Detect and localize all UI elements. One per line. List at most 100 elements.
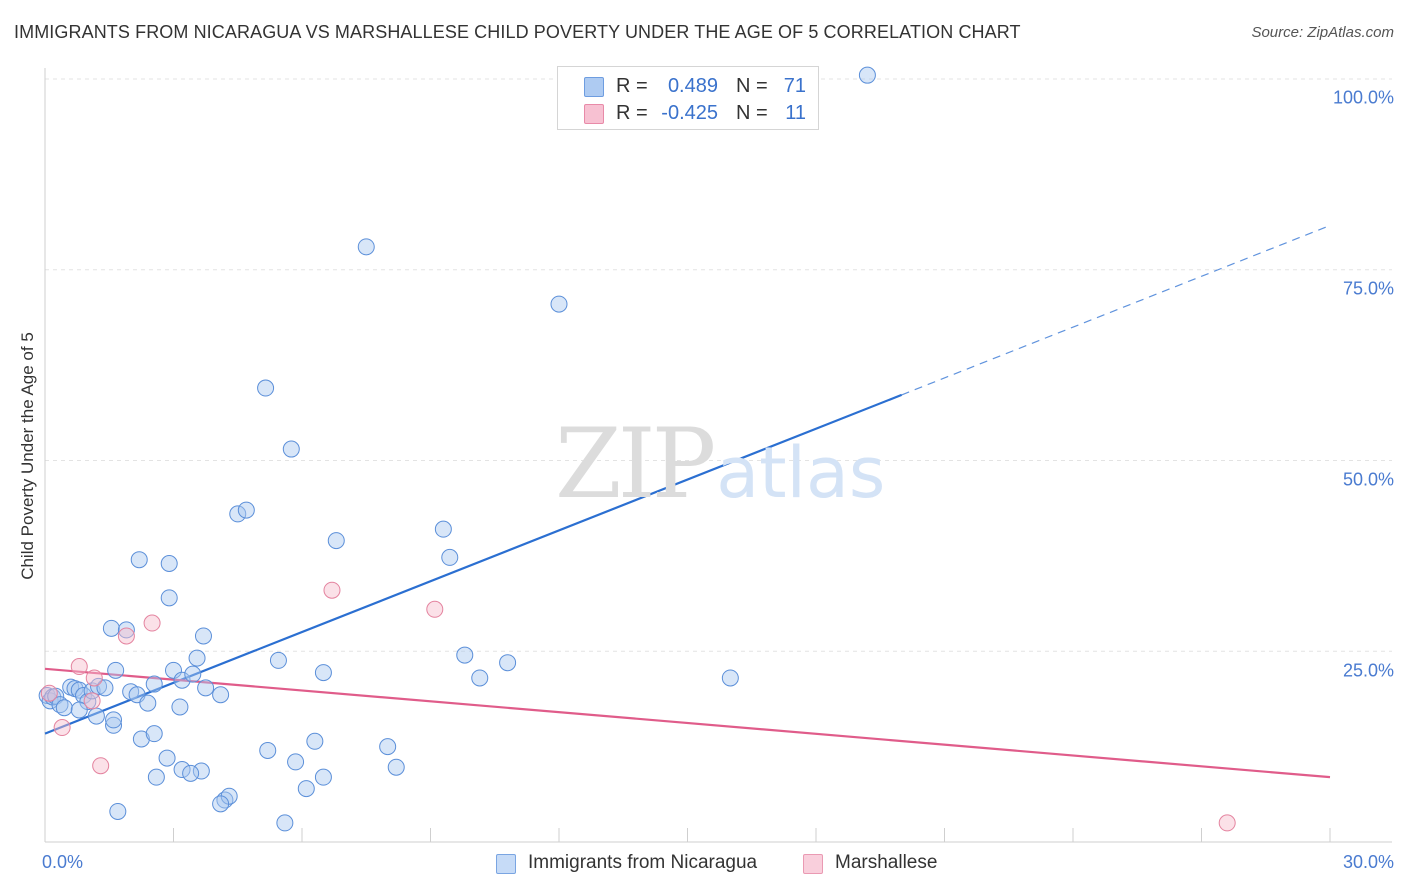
n-label: N = [736,102,768,124]
y-tick-label-75: 75.0% [1342,278,1394,299]
point-nicaragua [327,532,345,550]
point-marshallese [83,692,101,710]
point-nicaragua [147,768,165,786]
stats-row-marshallese: R = -0.425 N = 11 [558,102,818,128]
legend-label-nicaragua: Immigrants from Nicaragua [528,852,758,873]
trend-lines [44,224,1331,779]
chart-title: IMMIGRANTS FROM NICARAGUA VS MARSHALLESE… [14,22,1021,42]
point-nicaragua [471,669,489,687]
point-marshallese [323,581,341,599]
point-nicaragua [173,761,191,779]
point-nicaragua [109,802,127,820]
point-nicaragua [297,780,315,798]
point-marshallese [92,757,110,775]
point-nicaragua [387,758,405,776]
point-nicaragua [314,664,332,682]
point-nicaragua [130,551,148,569]
point-nicaragua [379,738,397,756]
point-nicaragua [70,701,88,719]
point-nicaragua [229,505,247,523]
point-nicaragua [105,716,123,734]
point-nicaragua [171,698,189,716]
point-nicaragua [237,501,255,519]
point-nicaragua [314,768,332,786]
point-nicaragua [434,520,452,538]
point-nicaragua [212,686,230,704]
y-tick-label-100: 100.0% [1332,87,1394,108]
point-nicaragua [145,725,163,743]
point-nicaragua [139,694,157,712]
point-nicaragua [212,795,230,813]
point-nicaragua [287,753,305,771]
point-marshallese [1218,814,1236,832]
correlation-stats-box: R = 0.489 N = 71 R = -0.425 N = 11 [557,66,819,130]
point-nicaragua [132,730,150,748]
point-nicaragua [117,621,135,639]
point-marshallese [85,669,103,687]
point-nicaragua [182,764,200,782]
trend-line-marshallese [44,667,1331,779]
point-nicaragua [160,589,178,607]
point-nicaragua [96,679,114,697]
point-nicaragua [357,238,375,256]
point-nicaragua [188,649,206,667]
point-marshallese [426,600,444,618]
point-nicaragua [282,440,300,458]
point-nicaragua [158,749,176,767]
point-marshallese [53,719,71,737]
point-nicaragua [721,669,739,687]
axes [44,68,1392,843]
y-tick-label-50: 50.0% [1342,469,1394,490]
trend-extension-nicaragua [901,224,1331,396]
grid-lines [45,78,1392,652]
point-nicaragua [259,741,277,759]
point-nicaragua [160,555,178,573]
point-nicaragua [456,646,474,664]
point-nicaragua [306,732,324,750]
point-nicaragua [145,675,163,693]
x-tick-label-max: 30.0% [1342,852,1394,872]
point-nicaragua [269,651,287,669]
r-label: R = [616,75,648,97]
y-axis-label: Child Poverty Under the Age of 5 [18,332,37,580]
n-label: N = [736,75,768,97]
stats-row-nicaragua: R = 0.489 N = 71 [558,75,818,101]
point-nicaragua [90,677,108,695]
point-nicaragua [102,619,120,637]
point-marshallese [70,658,88,676]
point-nicaragua [441,548,459,566]
n-value: 71 [783,75,806,97]
source-label: Source: ZipAtlas.com [1251,24,1394,41]
legend-label-marshallese: Marshallese [835,852,938,873]
r-label: R = [616,102,648,124]
point-nicaragua [858,66,876,84]
legend-swatch-nicaragua [496,854,516,874]
point-nicaragua [550,295,568,313]
point-nicaragua [165,661,182,679]
point-nicaragua [107,661,125,679]
point-marshallese [117,627,135,645]
point-nicaragua [197,679,215,697]
r-value: 0.489 [667,75,718,97]
point-nicaragua [192,762,210,780]
point-nicaragua [173,671,191,689]
point-nicaragua [38,687,56,705]
point-nicaragua [87,707,105,725]
point-nicaragua [105,711,123,729]
r-value: -0.425 [661,102,718,124]
point-nicaragua [499,654,517,672]
point-nicaragua [55,699,73,717]
x-tick-label-min: 0.0% [42,852,84,872]
point-nicaragua [194,627,212,645]
stats-swatch-marshallese [584,104,604,124]
point-marshallese [143,614,161,632]
y-tick-label-25: 25.0% [1342,660,1394,681]
n-value: 11 [785,102,806,124]
legend-swatch-marshallese [803,854,823,874]
data-points [38,66,1236,832]
stats-swatch-nicaragua [584,77,604,97]
point-nicaragua [276,814,294,832]
trend-line-nicaragua [44,393,903,735]
point-nicaragua [257,379,275,397]
